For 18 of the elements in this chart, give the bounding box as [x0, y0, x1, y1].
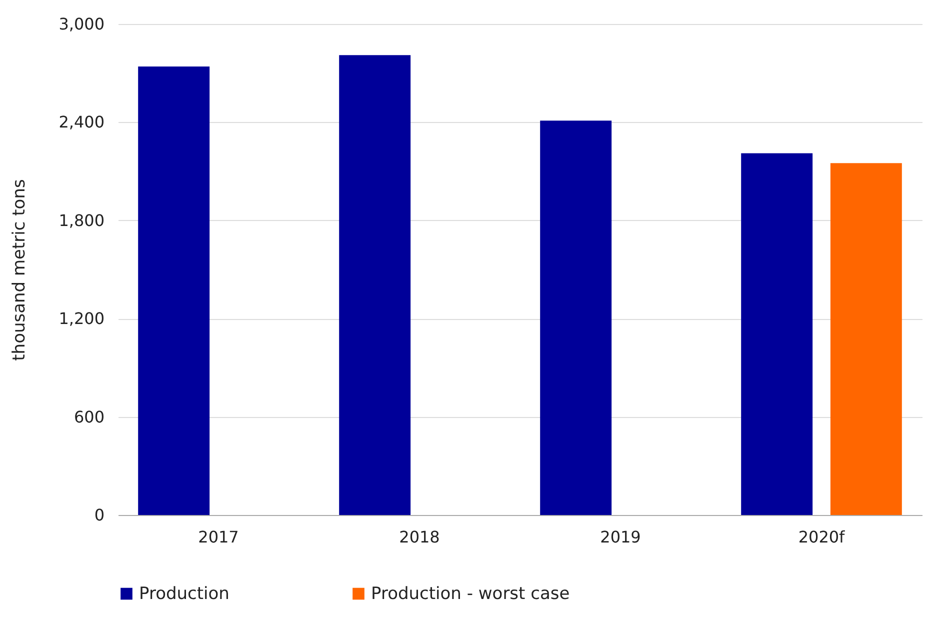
y-tick-label: 3,000 [58, 14, 104, 34]
x-tick-label: 2020f [798, 528, 846, 546]
y-tick-label: 0 [94, 506, 104, 524]
legend-label: Production - worst case [371, 584, 570, 604]
x-tick-label: 2018 [399, 528, 440, 546]
legend-label: Production [139, 584, 230, 604]
bar [138, 66, 210, 515]
y-tick-label: 2,400 [58, 112, 104, 132]
bar [741, 153, 813, 515]
x-tick-label: 2017 [198, 528, 239, 546]
bar [339, 55, 411, 515]
bar [830, 163, 902, 515]
bar [540, 120, 612, 515]
y-tick-label: 600 [74, 407, 104, 426]
y-axis-title: thousand metric tons [10, 179, 30, 361]
y-tick-label: 1,800 [58, 210, 104, 230]
x-tick-label: 2019 [600, 528, 641, 546]
y-tick-label: 1,200 [58, 309, 104, 328]
